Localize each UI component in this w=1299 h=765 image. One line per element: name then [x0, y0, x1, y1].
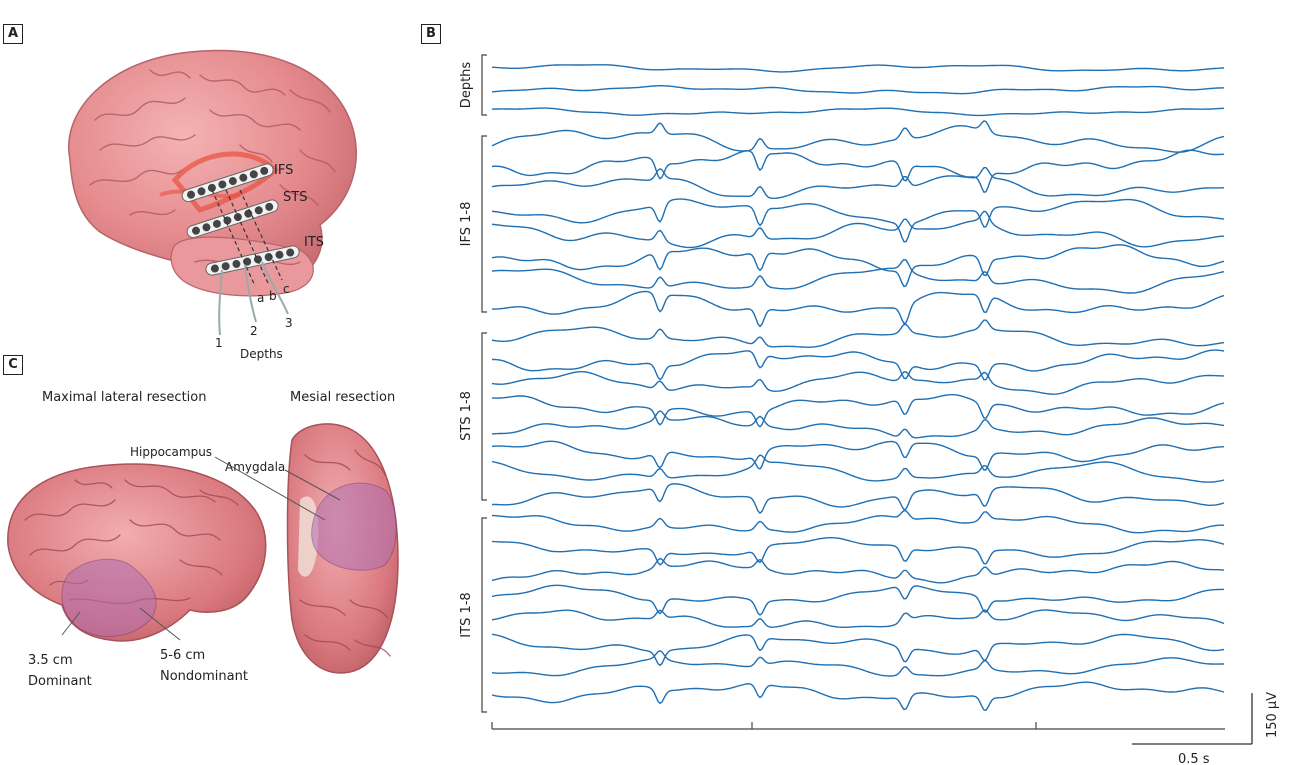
- sts-strip: [186, 199, 279, 239]
- its-strip-label: ITS: [304, 235, 324, 250]
- lateral-brain: [7, 463, 267, 642]
- trace-its-4: [491, 584, 1224, 616]
- trace-ifs-3: [491, 167, 1224, 199]
- nondominant-label: Nondominant: [160, 669, 248, 684]
- voltage-scale-label: 150 µV: [1265, 692, 1280, 738]
- nondominant-size-label: 5-6 cm: [160, 648, 205, 663]
- trace-its-6: [491, 633, 1225, 667]
- depth-a-label: a: [257, 291, 264, 305]
- mesial-brain: [214, 423, 399, 674]
- eeg-traces: [491, 64, 1225, 711]
- trace-depths-3: [491, 107, 1225, 117]
- group-label-its: ITS 1-8: [459, 592, 474, 637]
- trace-ifs-7: [491, 258, 1225, 294]
- depth-3-label: 3: [285, 316, 293, 330]
- hippocampus-label: Hippocampus: [130, 445, 212, 459]
- trace-ifs-5: [491, 210, 1224, 249]
- trace-its-5: [491, 609, 1225, 628]
- trace-its-7: [491, 650, 1225, 677]
- trace-depths-1: [491, 64, 1225, 73]
- ifs-strip-label: IFS: [274, 163, 293, 178]
- mesial-resection-title: Mesial resection: [290, 390, 395, 405]
- group-label-sts: STS 1-8: [459, 391, 474, 441]
- trace-ifs-6: [491, 244, 1225, 288]
- depth-2-label: 2: [250, 324, 258, 338]
- trace-sts-3: [491, 371, 1224, 395]
- panel-c-tag: C: [3, 355, 23, 375]
- sts-strip-label: STS: [283, 190, 307, 205]
- trace-sts-4: [491, 394, 1225, 428]
- time-axis: [491, 722, 1225, 730]
- bracket-its: [481, 517, 487, 713]
- dominant-label: Dominant: [28, 674, 92, 689]
- trace-ifs-1: [491, 120, 1225, 153]
- scale-bar: [1132, 693, 1253, 745]
- group-label-depths: Depths: [459, 62, 474, 109]
- group-label-ifs: IFS 1-8: [459, 202, 474, 247]
- trace-sts-6: [491, 440, 1225, 471]
- group-brackets: [481, 54, 487, 713]
- panel-b-tag: B: [421, 24, 441, 44]
- trace-depths-2: [491, 85, 1225, 95]
- trace-its-2: [491, 537, 1225, 566]
- trace-its-3: [491, 557, 1225, 584]
- trace-sts-5: [491, 410, 1225, 439]
- dominant-size-label: 3.5 cm: [28, 653, 73, 668]
- depth-1-label: 1: [215, 336, 223, 350]
- trace-sts-7: [491, 454, 1225, 483]
- trace-its-8: [491, 681, 1225, 711]
- panel-a-tag: A: [3, 24, 23, 44]
- panel-a-brain: [68, 49, 357, 336]
- bracket-sts: [481, 332, 487, 501]
- trace-its-1: [491, 509, 1225, 534]
- depth-b-label: b: [269, 289, 277, 303]
- trace-ifs-2: [491, 149, 1225, 193]
- trace-sts-1: [491, 319, 1225, 348]
- time-scale-label: 0.5 s: [1178, 752, 1210, 765]
- lateral-resection-title: Maximal lateral resection: [42, 390, 206, 405]
- ifs-strip: [181, 163, 274, 203]
- depth-c-label: c: [283, 282, 290, 296]
- bracket-ifs: [481, 135, 487, 313]
- depths-label: Depths: [240, 347, 283, 361]
- trace-sts-8: [491, 483, 1225, 515]
- trace-sts-2: [492, 349, 1225, 381]
- bracket-depths: [481, 54, 487, 116]
- its-strip: [205, 245, 300, 276]
- amygdala-label: Amygdala: [225, 460, 285, 474]
- trace-ifs-8: [492, 290, 1225, 328]
- trace-ifs-4: [491, 198, 1225, 243]
